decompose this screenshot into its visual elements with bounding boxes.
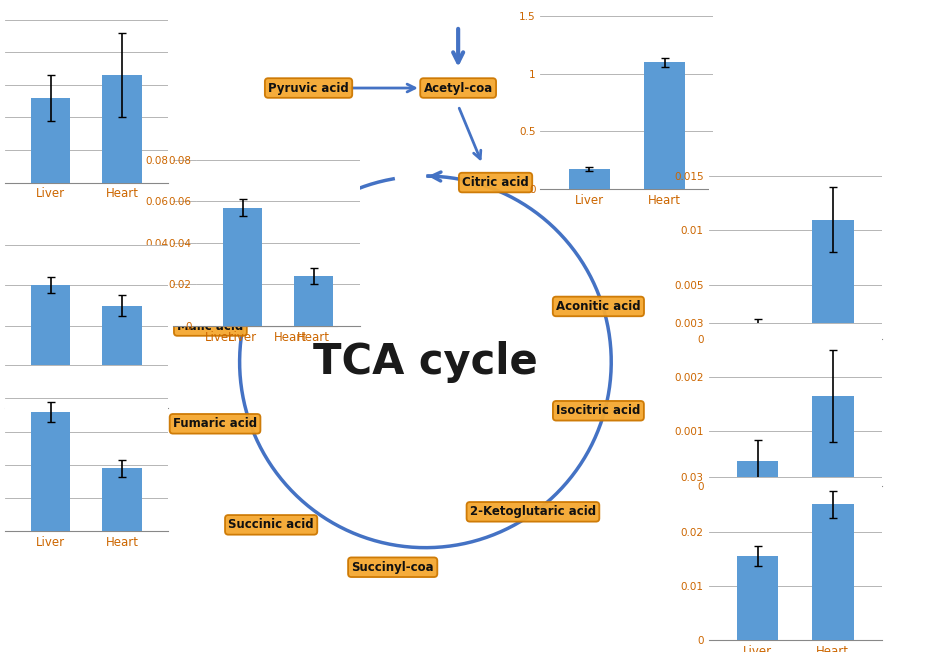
Bar (103, 306, 141, 408)
Text: Succinyl-coa: Succinyl-coa (352, 561, 434, 574)
Text: Acetyl-coa: Acetyl-coa (424, 82, 493, 95)
Text: Succinic acid: Succinic acid (228, 518, 314, 531)
Bar (223, 207, 262, 326)
Text: Fumaric acid: Fumaric acid (173, 417, 257, 430)
Bar (32, 98, 70, 183)
Bar (103, 468, 141, 531)
Bar (813, 220, 854, 339)
Bar (271, 276, 309, 326)
Text: TCA cycle: TCA cycle (313, 341, 538, 383)
Bar (103, 75, 141, 183)
Bar (737, 556, 778, 640)
Bar (737, 462, 778, 486)
Text: Malic acid: Malic acid (178, 319, 243, 333)
Bar (813, 505, 854, 640)
Bar (737, 324, 778, 339)
Text: Isocitric acid: Isocitric acid (556, 404, 640, 417)
Bar (813, 396, 854, 486)
Bar (32, 286, 70, 408)
Bar (32, 411, 70, 531)
Text: 2-Ketoglutaric acid: 2-Ketoglutaric acid (470, 505, 596, 518)
Text: Oxaloacetic acid: Oxaloacetic acid (226, 228, 335, 241)
Bar (644, 63, 685, 189)
Bar (200, 207, 238, 326)
Text: Pyruvic acid: Pyruvic acid (268, 82, 349, 95)
Bar (568, 169, 610, 189)
Bar (295, 276, 333, 326)
Text: Aconitic acid: Aconitic acid (556, 300, 640, 313)
Text: Citric acid: Citric acid (462, 176, 529, 189)
